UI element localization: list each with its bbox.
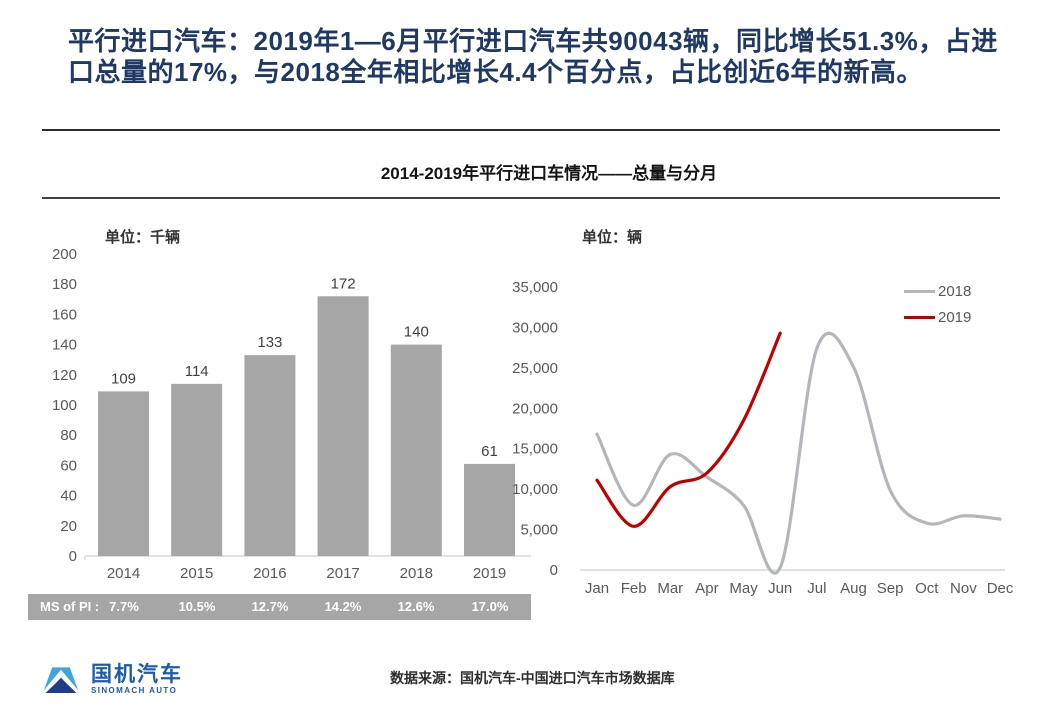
market-share-value: 14.2%	[324, 599, 362, 614]
legend-label-2019: 2019	[938, 309, 972, 326]
legend-item-2018: 2018	[904, 283, 971, 300]
market-share-value: 12.7%	[251, 599, 289, 614]
svg-text:120: 120	[52, 367, 77, 384]
bar-chart: 单位：千辆 0 20 40 60 80 100 120 140 160 180 200 109 2014…	[28, 210, 540, 640]
svg-text:15,000: 15,000	[512, 441, 558, 458]
market-share-value: 12.6%	[397, 599, 435, 614]
market-share-value: 10.5%	[178, 599, 216, 614]
legend-item-2019: 2019	[904, 309, 971, 326]
svg-text:2015: 2015	[180, 565, 213, 582]
slide-title: 平行进口汽车：2019年1—6月平行进口汽车共90043辆，同比增长51.3%，…	[68, 26, 998, 87]
svg-text:2016: 2016	[253, 565, 286, 582]
svg-text:60: 60	[60, 457, 77, 474]
bar-chart-canvas: 0 20 40 60 80 100 120 140 160 180 200 109 2014 114 201…	[52, 246, 531, 582]
market-share-value: 7.7%	[109, 599, 139, 614]
svg-text:Nov: Nov	[950, 580, 977, 597]
svg-text:Aug: Aug	[840, 580, 867, 597]
svg-text:20: 20	[60, 518, 77, 535]
svg-text:0: 0	[69, 548, 77, 565]
bar-chart-unit-label: 单位：千辆	[105, 229, 181, 246]
svg-text:Feb: Feb	[621, 580, 647, 597]
svg-text:Oct: Oct	[915, 580, 939, 597]
svg-text:2019: 2019	[473, 565, 506, 582]
line-chart: 单位：辆 0 5,000 10,000 15,000 20,000 25,000 30,00…	[500, 210, 1034, 610]
svg-text:10,000: 10,000	[512, 481, 558, 498]
legend-label-2018: 2018	[938, 283, 972, 300]
title-divider	[42, 129, 1000, 131]
market-share-row-label: MS of PI :	[40, 599, 100, 614]
svg-text:100: 100	[52, 397, 77, 414]
svg-text:May: May	[729, 580, 758, 597]
svg-text:133: 133	[257, 334, 282, 351]
svg-text:25,000: 25,000	[512, 360, 558, 377]
svg-text:40: 40	[60, 488, 77, 505]
svg-text:35,000: 35,000	[512, 279, 558, 296]
legend-swatch-2019	[904, 316, 935, 319]
market-share-band: MS of PI : 7.7% 10.5% 12.7% 14.2% 12.6% …	[28, 594, 531, 620]
data-source: 数据来源：国机汽车-中国进口汽车市场数据库	[390, 670, 675, 686]
svg-text:140: 140	[52, 337, 77, 354]
svg-text:Sep: Sep	[877, 580, 904, 597]
legend-swatch-2018	[904, 290, 935, 293]
line-chart-unit-label: 单位：辆	[582, 229, 643, 246]
svg-text:Jun: Jun	[768, 580, 792, 597]
svg-text:200: 200	[52, 246, 77, 263]
svg-text:80: 80	[60, 427, 77, 444]
svg-text:172: 172	[331, 275, 356, 292]
market-share-value: 17.0%	[471, 599, 509, 614]
logo: 国机汽车 SINOMACH AUTO	[39, 664, 183, 695]
logo-text: 国机汽车 SINOMACH AUTO	[91, 663, 183, 696]
chart-title-divider	[42, 197, 1000, 199]
svg-text:Mar: Mar	[657, 580, 683, 597]
svg-text:20,000: 20,000	[512, 400, 558, 417]
svg-text:2014: 2014	[107, 565, 140, 582]
svg-text:109: 109	[111, 370, 136, 387]
svg-text:160: 160	[52, 306, 77, 323]
svg-text:Jul: Jul	[807, 580, 826, 597]
svg-text:61: 61	[481, 443, 498, 460]
svg-text:Jan: Jan	[585, 580, 609, 597]
line-chart-canvas: 0 5,000 10,000 15,000 20,000 25,000 30,000 35,0…	[512, 279, 1014, 597]
svg-text:114: 114	[185, 363, 209, 380]
logo-mountain-icon	[42, 667, 80, 695]
logo-name-cn: 国机汽车	[91, 663, 183, 686]
svg-text:30,000: 30,000	[512, 319, 558, 336]
svg-text:Apr: Apr	[695, 580, 718, 597]
logo-name-en: SINOMACH AUTO	[91, 686, 178, 695]
svg-text:0: 0	[550, 562, 558, 579]
svg-text:5,000: 5,000	[520, 522, 558, 539]
svg-text:140: 140	[404, 324, 429, 341]
svg-text:2017: 2017	[326, 565, 359, 582]
svg-text:2018: 2018	[400, 565, 433, 582]
svg-text:Dec: Dec	[987, 580, 1014, 597]
chart-title: 2014-2019年平行进口车情况——总量与分月	[380, 164, 718, 183]
svg-text:180: 180	[52, 276, 77, 293]
